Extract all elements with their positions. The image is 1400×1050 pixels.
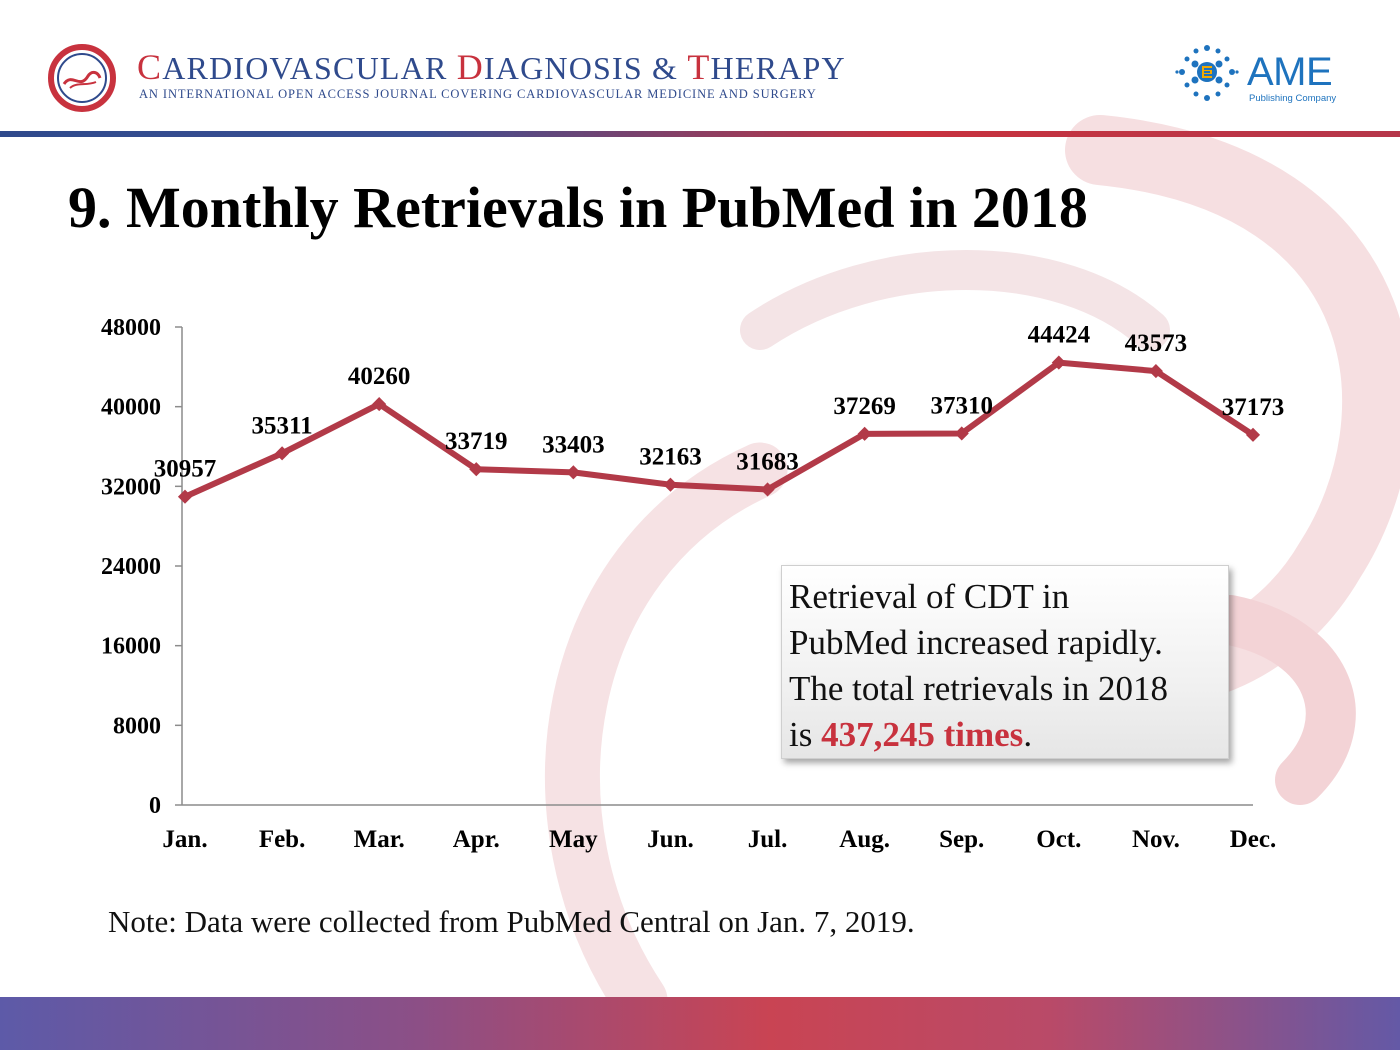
data-label: 35311 <box>252 412 313 439</box>
callout-line-1: Retrieval of CDT in <box>789 577 1070 616</box>
data-label: 37269 <box>833 393 896 420</box>
footer-bar <box>0 997 1400 1050</box>
callout-line-4: is 437,245 times. <box>789 715 1033 754</box>
data-point <box>663 477 678 492</box>
data-label: 40260 <box>348 363 411 390</box>
y-tick-label: 8000 <box>113 713 161 739</box>
slide-title: 9. Monthly Retrievals in PubMed in 2018 <box>68 175 1088 240</box>
x-tick-label: Jan. <box>162 826 207 853</box>
ame-logo-icon <box>1175 45 1239 101</box>
data-label: 37310 <box>930 392 993 419</box>
y-tick-label: 40000 <box>101 395 161 421</box>
data-label: 33403 <box>542 431 605 458</box>
publisher-subtitle: Publishing Company <box>1249 93 1337 104</box>
x-tick-label: Mar. <box>354 826 405 853</box>
x-tick-label: Oct. <box>1036 826 1081 853</box>
total-retrievals-highlight: 437,245 times <box>821 715 1024 754</box>
summary-callout: Retrieval of CDT in PubMed increased rap… <box>781 565 1229 759</box>
x-tick-label: Dec. <box>1230 826 1277 853</box>
publisher-name: AME <box>1247 50 1333 94</box>
journal-subtitle: AN INTERNATIONAL OPEN ACCESS JOURNAL COV… <box>139 87 817 101</box>
y-tick-label: 24000 <box>101 554 161 580</box>
data-source-note: Note: Data were collected from PubMed Ce… <box>108 904 915 939</box>
data-point <box>372 397 387 412</box>
y-tick-label: 48000 <box>101 315 161 341</box>
data-point <box>566 465 581 480</box>
data-point <box>1051 355 1066 370</box>
y-tick-label: 16000 <box>101 634 161 660</box>
data-point <box>1148 364 1163 379</box>
x-tick-label: Sep. <box>939 826 984 853</box>
journal-logo-icon <box>48 44 116 112</box>
data-label: 44424 <box>1028 322 1091 349</box>
data-label: 33719 <box>445 428 508 455</box>
x-tick-label: Jun. <box>647 826 694 853</box>
data-point <box>275 446 290 461</box>
data-label: 32163 <box>639 444 702 471</box>
x-tick-label: May <box>549 826 598 853</box>
x-tick-label: Nov. <box>1132 826 1180 853</box>
data-labels: 30957 35311 40260 33719 33403 32163 31683 37269… <box>154 322 1285 483</box>
data-point <box>760 482 775 497</box>
header: CARDIOVASCULAR DIAGNOSIS & THERAPY AN IN… <box>0 0 1400 132</box>
y-tick-label: 0 <box>149 793 161 819</box>
x-tick-label: Apr. <box>453 826 500 853</box>
x-tick-label: Aug. <box>839 826 890 853</box>
y-tick-label: 32000 <box>101 474 161 500</box>
header-divider <box>0 131 1400 137</box>
x-axis: Jan. Feb. Mar. Apr. May Jun. Jul. Aug. Sep. Oct. N… <box>162 804 1277 853</box>
data-label: 43573 <box>1125 330 1188 357</box>
data-point <box>1245 427 1261 442</box>
data-point <box>954 426 969 441</box>
y-axis: 0 8000 16000 24000 32000 40000 48000 <box>101 315 183 819</box>
callout-line-2: PubMed increased rapidly. <box>789 623 1163 662</box>
x-tick-label: Jul. <box>748 826 788 853</box>
data-point <box>177 489 193 504</box>
callout-line-3: The total retrievals in 2018 <box>789 669 1169 708</box>
series-line <box>182 359 1256 500</box>
series-monthly-retrievals <box>177 355 1261 504</box>
journal-title: CARDIOVASCULAR DIAGNOSIS & THERAPY <box>137 47 846 87</box>
data-label: 30957 <box>154 456 217 483</box>
data-label: 37173 <box>1222 394 1285 421</box>
data-point <box>469 462 484 477</box>
data-point <box>857 426 872 441</box>
data-label: 31683 <box>736 448 799 475</box>
x-tick-label: Feb. <box>259 826 306 853</box>
